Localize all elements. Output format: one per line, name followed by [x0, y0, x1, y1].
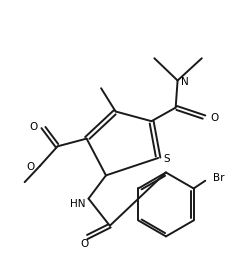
Text: Br: Br — [213, 172, 225, 182]
Text: HN: HN — [70, 199, 86, 209]
Text: O: O — [210, 113, 219, 123]
Text: N: N — [181, 76, 189, 86]
Text: O: O — [81, 238, 89, 248]
Text: O: O — [29, 121, 37, 132]
Text: O: O — [26, 161, 34, 171]
Text: S: S — [164, 153, 170, 163]
